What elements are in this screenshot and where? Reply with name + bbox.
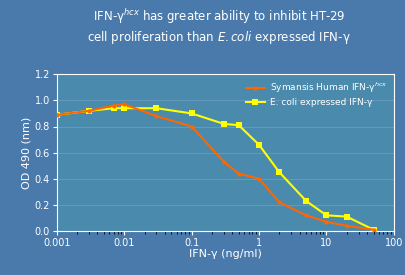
Symansis Human IFN-γ$^{hcx}$	[221, 160, 226, 163]
Symansis Human IFN-γ$^{hcx}$	[343, 224, 348, 227]
Symansis Human IFN-γ$^{hcx}$	[256, 177, 261, 180]
Symansis Human IFN-γ$^{hcx}$	[276, 200, 281, 204]
Symansis Human IFN-γ$^{hcx}$	[303, 214, 308, 217]
Symansis Human IFN-γ$^{hcx}$	[54, 113, 59, 116]
E. coli expressed IFN-γ	[54, 113, 59, 116]
Symansis Human IFN-γ$^{hcx}$	[236, 172, 241, 175]
X-axis label: IFN-γ (ng/ml): IFN-γ (ng/ml)	[188, 249, 261, 259]
Symansis Human IFN-γ$^{hcx}$	[153, 114, 158, 118]
Symansis Human IFN-γ$^{hcx}$	[189, 125, 194, 128]
E. coli expressed IFN-γ	[276, 170, 281, 174]
E. coli expressed IFN-γ	[122, 107, 126, 110]
E. coli expressed IFN-γ	[86, 109, 91, 112]
E. coli expressed IFN-γ	[343, 215, 348, 218]
E. coli expressed IFN-γ	[370, 228, 375, 231]
Y-axis label: OD 490 (nm): OD 490 (nm)	[22, 117, 32, 189]
Symansis Human IFN-γ$^{hcx}$	[323, 220, 328, 224]
Symansis Human IFN-γ$^{hcx}$	[122, 103, 126, 106]
Line: E. coli expressed IFN-γ: E. coli expressed IFN-γ	[54, 105, 375, 232]
E. coli expressed IFN-γ	[189, 112, 194, 115]
E. coli expressed IFN-γ	[221, 122, 226, 125]
Text: IFN-$\mathregular{\gamma}$$^{hcx}$ has greater ability to inhibit HT-29: IFN-$\mathregular{\gamma}$$^{hcx}$ has g…	[93, 7, 345, 26]
Line: Symansis Human IFN-γ$^{hcx}$: Symansis Human IFN-γ$^{hcx}$	[55, 102, 375, 232]
Symansis Human IFN-γ$^{hcx}$	[370, 228, 375, 231]
E. coli expressed IFN-γ	[256, 143, 261, 146]
E. coli expressed IFN-γ	[153, 107, 158, 110]
E. coli expressed IFN-γ	[323, 214, 328, 217]
Symansis Human IFN-γ$^{hcx}$	[86, 109, 91, 112]
Symansis Human IFN-γ$^{hcx}$	[111, 104, 116, 107]
E. coli expressed IFN-γ	[111, 107, 116, 110]
E. coli expressed IFN-γ	[303, 199, 308, 203]
E. coli expressed IFN-γ	[236, 123, 241, 127]
Text: cell proliferation than $\mathit{E.coli}$ expressed IFN-$\mathregular{\gamma}$: cell proliferation than $\mathit{E.coli}…	[87, 29, 350, 46]
Legend: Symansis Human IFN-γ$^{hcx}$, E. coli expressed IFN-γ: Symansis Human IFN-γ$^{hcx}$, E. coli ex…	[243, 79, 388, 108]
